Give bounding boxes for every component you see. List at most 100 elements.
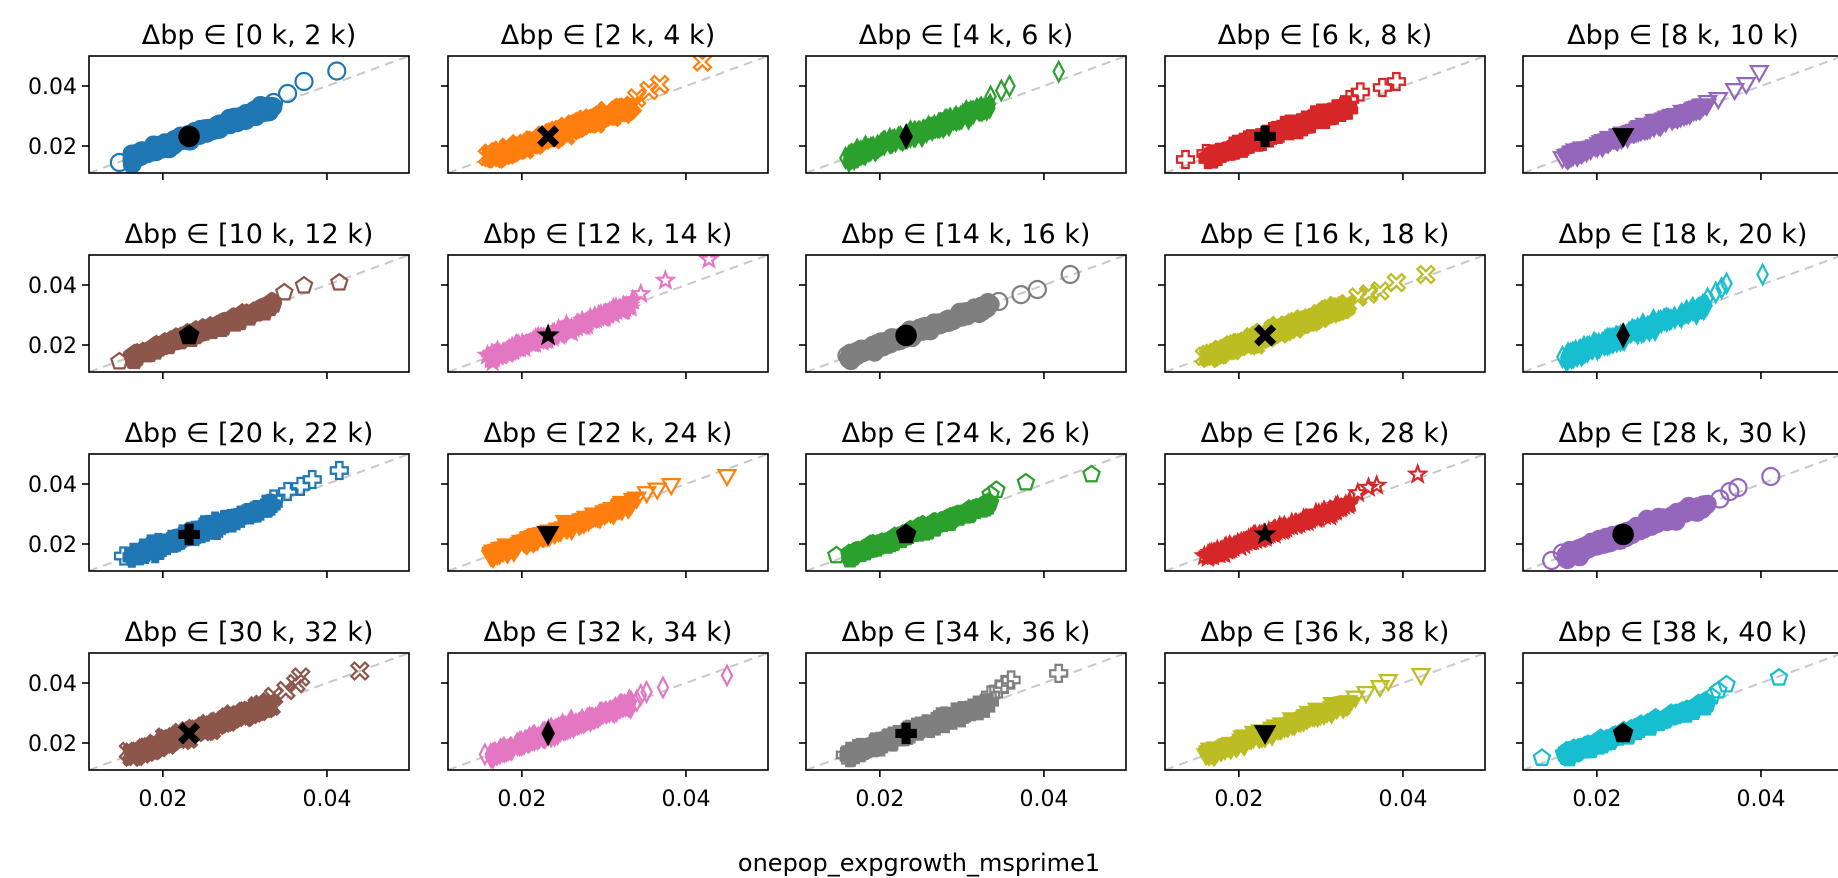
panel-title: Δbp ∈ [26 k, 28 k)	[1201, 418, 1450, 449]
data-point	[1295, 710, 1315, 728]
outlier-point	[1052, 59, 1066, 84]
outlier-point	[987, 480, 1006, 498]
outlier-point	[626, 491, 648, 510]
data-point	[144, 140, 163, 160]
data-point	[1580, 143, 1601, 162]
data-point	[228, 309, 247, 327]
plot-area	[806, 56, 1126, 173]
panel-4: Δbp ∈ [6 k, 8 k)	[1158, 20, 1486, 180]
outlier-point	[1728, 478, 1748, 498]
highlight-point	[536, 323, 560, 346]
data-point	[1293, 313, 1313, 333]
y-tick-label: 0.02	[28, 135, 77, 160]
axes-frame	[1164, 652, 1486, 771]
panel-15: Δbp ∈ [28 k, 30 k)	[1516, 418, 1838, 578]
outlier-point	[1552, 151, 1573, 170]
outlier-point	[1082, 464, 1101, 483]
outlier-point	[1027, 279, 1048, 300]
data-point	[883, 732, 903, 752]
axes-frame	[88, 55, 410, 174]
data-point	[914, 518, 933, 536]
outlier-point	[839, 145, 852, 171]
data-point	[1599, 332, 1612, 356]
highlight-point	[899, 123, 913, 150]
outlier-point	[827, 545, 846, 564]
plot-area	[89, 56, 409, 173]
axes-frame	[447, 652, 769, 771]
highlight-point	[541, 720, 555, 747]
data-point	[859, 134, 872, 158]
panel-1: Δbp ∈ [0 k, 2 k) 0.02 0.04	[28, 20, 410, 180]
highlight-point	[178, 324, 200, 345]
axes-frame	[447, 254, 769, 373]
data-point	[1306, 505, 1328, 525]
plot-area	[89, 653, 409, 770]
outlier-point	[113, 546, 134, 566]
outlier-point	[692, 56, 713, 73]
outlier-point	[1410, 668, 1432, 687]
y-tick-label: 0.04	[28, 75, 77, 100]
panel-16: Δbp ∈ [30 k, 32 k)0.020.040.02 0.04	[28, 617, 410, 812]
panel-title: Δbp ∈ [32 k, 34 k)	[484, 617, 733, 648]
data-point	[933, 514, 952, 532]
axes-frame	[88, 453, 410, 572]
plot-area	[1165, 56, 1485, 173]
outlier-point	[1697, 95, 1718, 114]
data-point	[970, 701, 990, 721]
data-point	[1665, 110, 1686, 128]
data-point	[865, 736, 884, 756]
outlier-point	[264, 92, 284, 113]
panel-title: Δbp ∈ [12 k, 14 k)	[484, 219, 733, 250]
outlier-point	[1345, 690, 1366, 709]
outlier-point	[837, 345, 857, 366]
panel-5: Δbp ∈ [8 k, 10 k)	[1516, 20, 1838, 180]
x-tick-label: 0.02	[497, 787, 546, 812]
panel-20: Δbp ∈ [38 k, 40 k)0.02 0.04	[1516, 617, 1838, 812]
outlier-point	[1357, 475, 1380, 498]
data-point	[1239, 733, 1260, 751]
highlight-point	[895, 324, 917, 347]
outlier-point	[1709, 280, 1723, 305]
outlier-point	[1193, 544, 1216, 566]
outlier-point	[327, 61, 347, 81]
x-tick-label: 0.04	[1378, 787, 1427, 812]
panel-title: Δbp ∈ [18 k, 20 k)	[1559, 219, 1808, 250]
outlier-point	[278, 481, 298, 502]
panel-title: Δbp ∈ [34 k, 36 k)	[842, 617, 1091, 648]
outlier-point	[264, 489, 284, 509]
outlier-point	[1724, 83, 1746, 102]
data-point	[568, 118, 588, 138]
outlier-point	[621, 288, 644, 310]
axes-frame	[88, 652, 410, 771]
panel-title: Δbp ∈ [2 k, 4 k)	[501, 20, 715, 51]
data-point	[582, 706, 595, 731]
highlight-point	[536, 526, 560, 546]
plot-area	[806, 653, 1126, 770]
panel-title: Δbp ∈ [16 k, 18 k)	[1201, 219, 1450, 250]
outlier-point	[630, 688, 644, 714]
highlight-point	[1611, 128, 1635, 148]
panel-title: Δbp ∈ [0 k, 2 k)	[142, 20, 356, 51]
outlier-point	[1715, 275, 1728, 301]
data-point	[207, 521, 227, 541]
highlight-point	[537, 125, 560, 148]
panel-title: Δbp ∈ [22 k, 24 k)	[484, 418, 733, 449]
y-tick-label: 0.04	[28, 473, 77, 498]
outlier-point	[1003, 73, 1016, 99]
data-point	[215, 311, 234, 329]
axes-frame	[447, 55, 769, 174]
outlier-point	[1016, 472, 1036, 491]
panel-title: Δbp ∈ [28 k, 30 k)	[1559, 418, 1808, 449]
axes-frame	[447, 453, 769, 572]
outlier-point	[994, 674, 1015, 695]
data-point	[1660, 309, 1673, 333]
data-point	[556, 313, 577, 333]
highlight-point	[895, 523, 917, 544]
panel-9: Δbp ∈ [16 k, 18 k)	[1158, 219, 1486, 379]
plot-area	[806, 255, 1126, 372]
outlier-point	[1350, 82, 1370, 102]
axes-frame	[1522, 453, 1838, 572]
data-point	[1276, 116, 1295, 135]
outlier-point	[981, 484, 1000, 503]
